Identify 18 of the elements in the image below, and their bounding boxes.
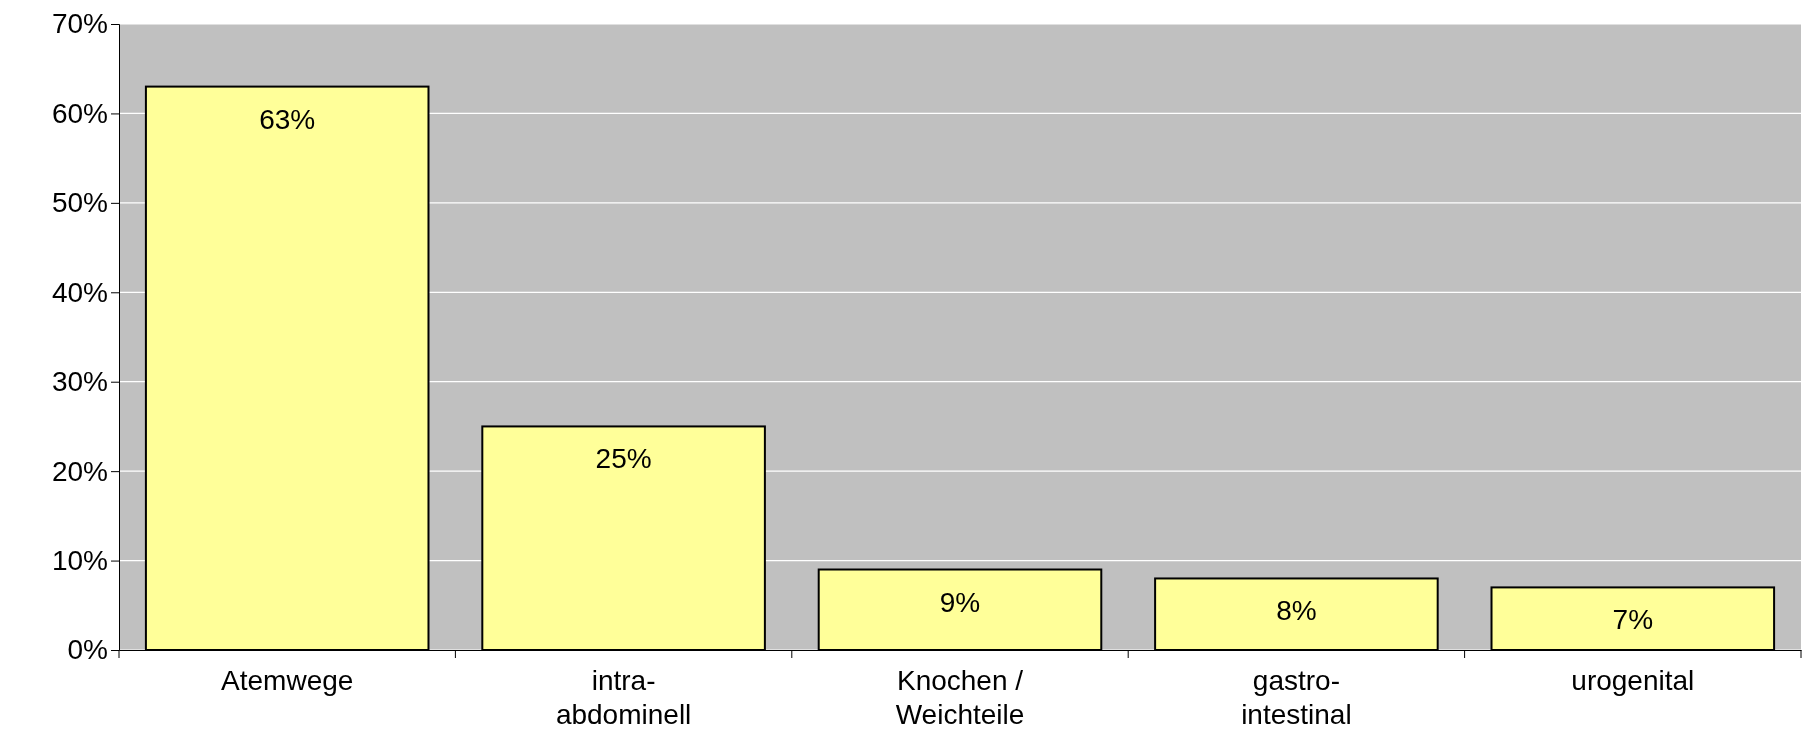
y-tick-label: 50% [51,187,108,219]
y-tick-label: 30% [51,366,108,398]
data-label: 63% [259,103,316,135]
x-tick-label: Atemwege [221,665,354,696]
y-tick-label: 0% [67,634,108,666]
y-tick-label: 10% [51,545,108,577]
x-tick-label: gastro- intestinal [1241,665,1352,730]
y-tick-label: 60% [51,97,108,129]
data-label: 8% [1276,595,1317,627]
data-label: 9% [939,586,981,618]
data-label: 7% [1612,604,1654,636]
y-tick-label: 40% [51,276,108,308]
x-tick-label: urogenital [1571,665,1695,696]
y-tick-label: 70% [51,8,108,40]
x-tick-label: Knochen / Weichteile [895,665,1025,730]
x-tick-label: intra- abdominell [555,665,692,730]
y-tick-label: 20% [51,455,108,487]
data-label: 25% [595,443,652,475]
